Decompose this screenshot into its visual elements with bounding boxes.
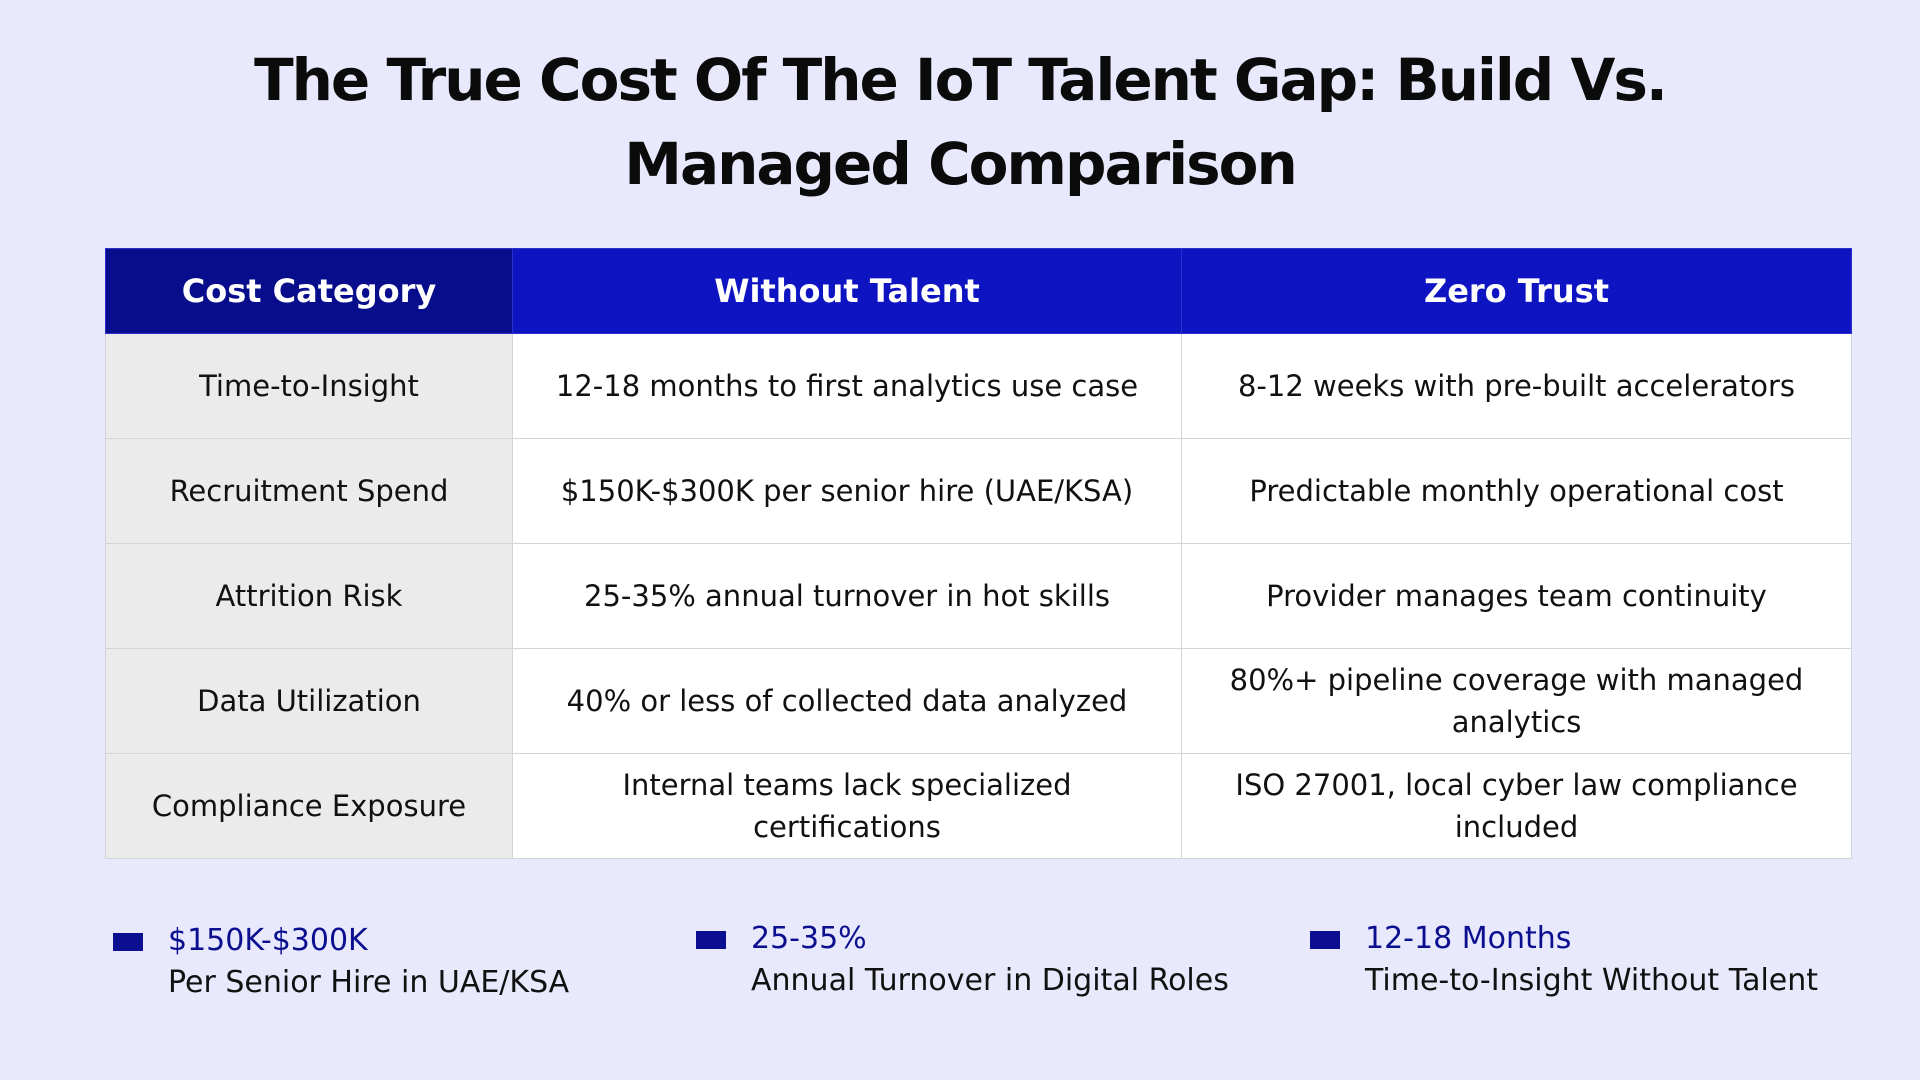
category-cell: Data Utilization (105, 648, 513, 754)
category-cell: Compliance Exposure (105, 753, 513, 859)
table-row: Data Utilization 40% or less of collecte… (105, 648, 1852, 754)
zero-trust-cell: ISO 27001, local cyber law compliance in… (1181, 753, 1852, 859)
page-title: The True Cost Of The IoT Talent Gap: Bui… (254, 46, 1668, 198)
stat-label: Time-to-Insight Without Talent (1365, 963, 1819, 998)
stat-value: $150K-$300K (168, 923, 368, 958)
stat-marker (113, 933, 143, 951)
zero-trust-cell: Provider manages team continuity (1181, 543, 1852, 649)
without-talent-cell: 40% or less of collected data analyzed (512, 648, 1182, 754)
without-talent-cell: 12-18 months to first analytics use case (512, 333, 1182, 439)
category-cell: Time-to-Insight (105, 333, 513, 439)
stat-value: 25-35% (751, 921, 867, 956)
zero-trust-cell: Predictable monthly operational cost (1181, 438, 1852, 544)
without-talent-cell: 25-35% annual turnover in hot skills (512, 543, 1182, 649)
table-row: Attrition Risk 25-35% annual turnover in… (105, 543, 1852, 649)
stat-value: 12-18 Months (1365, 921, 1572, 956)
category-cell: Recruitment Spend (105, 438, 513, 544)
table-header-row: Cost Category Without Talent Zero Trust (105, 248, 1852, 334)
category-cell: Attrition Risk (105, 543, 513, 649)
without-talent-cell: Internal teams lack specialized certific… (512, 753, 1182, 859)
without-talent-cell: $150K-$300K per senior hire (UAE/KSA) (512, 438, 1182, 544)
table-row: Compliance Exposure Internal teams lack … (105, 753, 1852, 859)
stat-label: Annual Turnover in Digital Roles (751, 963, 1229, 998)
table-row: Time-to-Insight 12-18 months to first an… (105, 333, 1852, 439)
stat-marker (696, 931, 726, 949)
stat-label: Per Senior Hire in UAE/KSA (168, 965, 570, 1000)
zero-trust-cell: 80%+ pipeline coverage with managed anal… (1181, 648, 1852, 754)
stat-marker (1310, 931, 1340, 949)
table-row: Recruitment Spend $150K-$300K per senior… (105, 438, 1852, 544)
zero-trust-cell: 8-12 weeks with pre-built accelerators (1181, 333, 1852, 439)
column-header-cost-category: Cost Category (105, 248, 513, 334)
column-header-without-talent: Without Talent (512, 248, 1182, 334)
column-header-zero-trust: Zero Trust (1181, 248, 1852, 334)
cost-comparison-table: Cost Category Without Talent Zero Trust … (105, 248, 1852, 859)
